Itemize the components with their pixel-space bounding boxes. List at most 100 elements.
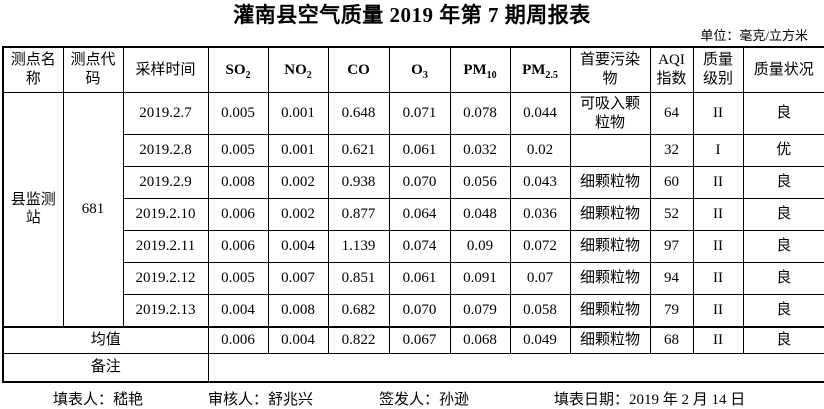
table-row: 2019.2.11 0.006 0.004 1.139 0.074 0.09 0… [3, 230, 824, 264]
no2-cell: 0.001 [267, 134, 329, 168]
pm10-cell: 0.068 [449, 325, 511, 355]
average-label-cell: 均值 [2, 325, 209, 355]
o3-cell: 0.070 [388, 166, 451, 200]
pollutant-cell [569, 134, 651, 168]
header-cell-aqi: AQI指数 [649, 46, 694, 94]
header-cell-station-name: 测点名称 [2, 46, 64, 94]
co-cell: 0.851 [327, 262, 390, 296]
o3-cell: 0.061 [388, 262, 451, 296]
so2-cell: 0.004 [207, 294, 269, 328]
date-cell: 2019.2.11 [122, 230, 209, 264]
status-cell: 良 [742, 166, 824, 200]
table-row: 县监测站 681 2019.2.7 0.005 0.001 0.648 0.07… [2, 92, 824, 328]
table-row: 2019.2.10 0.006 0.002 0.877 0.064 0.048 … [3, 198, 824, 232]
so2-cell: 0.006 [207, 325, 269, 355]
air-quality-report-table: 测点名称 测点代码 采样时间 SO2 NO2 CO O3 PM10 PM2.5 … [2, 45, 824, 383]
table-row: 2019.2.9 0.008 0.002 0.938 0.070 0.056 0… [3, 166, 824, 200]
pollutant-cell: 细颗粒物 [569, 166, 651, 200]
level-cell: II [692, 262, 744, 296]
remark-value-cell [207, 353, 824, 383]
date-cell: 2019.2.8 [122, 134, 209, 168]
pm10-cell: 0.078 [449, 92, 511, 136]
table-row: 2019.2.8 0.005 0.001 0.621 0.061 0.032 0… [3, 134, 824, 168]
level-cell: II [692, 325, 744, 355]
header-cell-station-code: 测点代码 [62, 46, 124, 94]
o3-cell: 0.067 [388, 325, 451, 355]
remark-label-cell: 备注 [2, 353, 209, 383]
pm25-cell: 0.058 [509, 294, 571, 328]
level-cell: II [692, 294, 744, 328]
header-cell-pm25: PM2.5 [509, 46, 571, 94]
no2-cell: 0.004 [267, 230, 329, 264]
header-cell-quality-status: 质量状况 [742, 46, 824, 94]
aqi-cell: 97 [649, 230, 694, 264]
header-cell-sample-time: 采样时间 [122, 46, 209, 94]
aqi-cell: 60 [649, 166, 694, 200]
o3-cell: 0.074 [388, 230, 451, 264]
footer-preparer: 填表人：嵇艳 [53, 391, 144, 408]
header-cell-quality-level: 质量级别 [692, 46, 744, 94]
header-row: 测点名称 测点代码 采样时间 SO2 NO2 CO O3 PM10 PM2.5 … [2, 46, 824, 94]
pm10-cell: 0.09 [449, 230, 511, 264]
pm10-cell: 0.091 [449, 262, 511, 296]
date-cell: 2019.2.13 [122, 294, 209, 328]
pollutant-cell: 细颗粒物 [569, 325, 651, 355]
status-cell: 良 [742, 92, 824, 136]
co-cell: 1.139 [327, 230, 390, 264]
aqi-cell: 64 [649, 92, 694, 136]
footer-issuer: 签发人：孙逊 [379, 391, 470, 408]
status-cell: 良 [742, 262, 824, 296]
pm10-cell: 0.079 [449, 294, 511, 328]
pollutant-cell: 细颗粒物 [569, 262, 651, 296]
co-cell: 0.877 [327, 198, 390, 232]
pm25-cell: 0.02 [509, 134, 571, 168]
pollutant-cell: 可吸入颗粒物 [569, 92, 651, 136]
so2-cell: 0.005 [207, 92, 269, 136]
footer: 填表人：嵇艳 审核人：舒兆兴 签发人：孙逊 填表日期：2019 年 2 月 14… [0, 383, 824, 409]
pm25-cell: 0.036 [509, 198, 571, 232]
no2-cell: 0.008 [267, 294, 329, 328]
status-cell: 良 [742, 325, 824, 355]
status-cell: 良 [742, 198, 824, 232]
so2-cell: 0.006 [207, 198, 269, 232]
date-cell: 2019.2.7 [122, 92, 209, 136]
pm25-cell: 0.07 [509, 262, 571, 296]
header-cell-pm10: PM10 [449, 46, 511, 94]
header-cell-so2: SO2 [207, 46, 269, 94]
station-name-cell: 县监测站 [2, 92, 64, 328]
header-cell-co: CO [327, 46, 390, 94]
average-row: 均值 0.006 0.004 0.822 0.067 0.068 0.049 细… [2, 325, 824, 355]
level-cell: II [692, 230, 744, 264]
level-cell: II [692, 166, 744, 200]
level-cell: II [692, 198, 744, 232]
pm25-cell: 0.044 [509, 92, 571, 136]
header-cell-no2: NO2 [267, 46, 329, 94]
o3-cell: 0.070 [388, 294, 451, 328]
aqi-cell: 32 [649, 134, 694, 168]
page-title: 灌南县空气质量 2019 年第 7 期周报表 [233, 3, 591, 27]
status-cell: 优 [742, 134, 824, 168]
station-code-cell: 681 [62, 92, 124, 328]
o3-cell: 0.071 [388, 92, 451, 136]
pm10-cell: 0.056 [449, 166, 511, 200]
status-cell: 良 [742, 294, 824, 328]
so2-cell: 0.006 [207, 230, 269, 264]
pollutant-cell: 细颗粒物 [569, 230, 651, 264]
table-row: 2019.2.13 0.004 0.008 0.682 0.070 0.079 … [3, 294, 824, 328]
footer-fill-date: 填表日期：2019 年 2 月 14 日 [554, 391, 746, 408]
date-cell: 2019.2.9 [122, 166, 209, 200]
level-cell: I [692, 134, 744, 168]
no2-cell: 0.004 [267, 325, 329, 355]
pm25-cell: 0.049 [509, 325, 571, 355]
date-cell: 2019.2.10 [122, 198, 209, 232]
o3-cell: 0.064 [388, 198, 451, 232]
footer-reviewer: 审核人：舒兆兴 [208, 391, 314, 408]
remark-row: 备注 [2, 353, 824, 383]
co-cell: 0.822 [327, 325, 390, 355]
aqi-cell: 79 [649, 294, 694, 328]
aqi-cell: 68 [649, 325, 694, 355]
status-cell: 良 [742, 230, 824, 264]
no2-cell: 0.007 [267, 262, 329, 296]
pollutant-cell: 细颗粒物 [569, 198, 651, 232]
aqi-cell: 52 [649, 198, 694, 232]
